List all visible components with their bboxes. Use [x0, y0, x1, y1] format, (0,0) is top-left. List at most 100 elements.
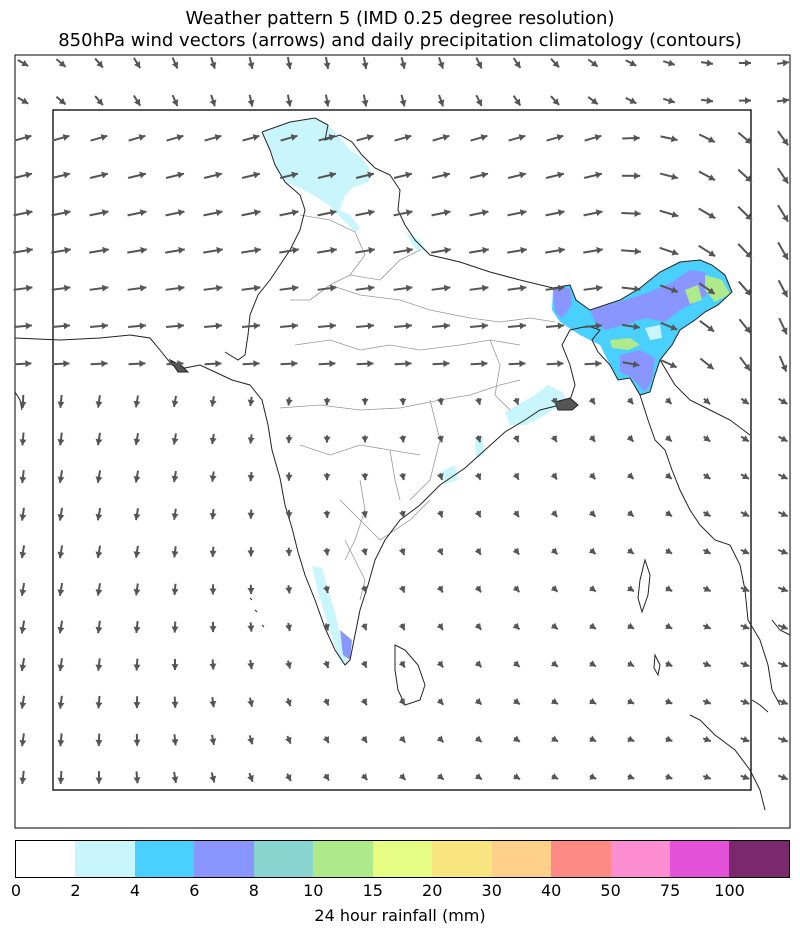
wind-arrow-head: [285, 512, 293, 519]
wind-arrow-head: [19, 664, 27, 672]
wind-arrow-head: [214, 134, 222, 141]
wind-arrow-head: [177, 360, 184, 368]
wind-arrow-head: [133, 588, 141, 596]
wind-arrow-head: [480, 134, 488, 141]
wind-arrow-head: [138, 134, 146, 141]
colorbar-tick-label: 0: [10, 881, 22, 900]
wind-arrow-head: [64, 246, 71, 254]
wind-arrow-head: [398, 698, 406, 706]
wind-arrow-head: [703, 510, 711, 517]
wind-arrow-head: [398, 773, 406, 780]
wind-arrow-head: [96, 60, 103, 68]
wind-arrow-head: [512, 585, 520, 593]
wind-arrow-head: [664, 434, 672, 442]
wind-arrow-head: [474, 735, 482, 743]
wind-arrow-head: [512, 397, 520, 405]
wind-arrow-head: [596, 246, 603, 254]
wind-arrow-head: [247, 550, 255, 557]
wind-arrow-head: [552, 60, 560, 68]
wind-arrow-head: [254, 246, 261, 254]
wind-arrow-head: [399, 99, 407, 107]
wind-arrow-head: [215, 322, 222, 330]
wind-arrow-head: [398, 510, 406, 518]
wind-arrow-head: [633, 285, 641, 293]
wind-arrow-head: [171, 776, 179, 783]
wind-arrow-head: [285, 436, 293, 444]
wind-arrow-head: [209, 775, 217, 783]
wind-arrow-head: [209, 475, 217, 482]
wind-arrow-head: [101, 322, 108, 330]
wind-arrow-head: [367, 209, 375, 217]
wind-arrow-head: [552, 98, 560, 105]
wind-arrow-head: [323, 511, 331, 518]
wind-arrow-head: [19, 476, 27, 484]
wind-arrow-head: [57, 514, 65, 521]
wind-arrow-head: [19, 401, 27, 408]
wind-arrow-head: [285, 661, 292, 669]
wind-arrow-head: [518, 134, 526, 141]
wind-arrow-head: [361, 99, 369, 107]
wind-arrow-head: [703, 735, 711, 743]
wind-arrow-head: [361, 511, 369, 518]
wind-arrow-head: [588, 585, 596, 592]
wind-arrow-head: [25, 284, 33, 292]
wind-arrow-head: [361, 548, 368, 556]
wind-arrow-head: [437, 99, 445, 107]
wind-arrow-head: [634, 210, 641, 218]
wind-arrow-head: [360, 660, 368, 668]
wind-arrow-head: [253, 360, 260, 368]
wind-arrow-head: [209, 700, 217, 708]
wind-arrow-head: [323, 548, 331, 556]
wind-arrow-head: [209, 437, 217, 445]
wind-arrow-head: [24, 134, 32, 141]
wind-arrow-head: [595, 322, 602, 330]
wind-arrow-head: [139, 322, 146, 330]
wind-arrow-head: [519, 171, 526, 179]
colorbar-tick-label: 100: [714, 881, 745, 900]
wind-arrow-head: [322, 736, 329, 744]
wind-arrow-head: [247, 587, 255, 595]
wind-arrow-head: [285, 399, 293, 406]
wind-arrow-head: [57, 664, 65, 671]
wind-arrow-head: [550, 397, 558, 405]
wind-arrow-head: [626, 397, 634, 405]
wind-arrow-head: [703, 698, 711, 705]
wind-arrow-head: [399, 62, 407, 69]
rainfall-colorbar: [15, 840, 790, 878]
state-borders: [279, 214, 556, 601]
wind-arrow-head: [436, 548, 444, 555]
wind-arrow-head: [405, 284, 413, 292]
colorbar-segment: [669, 841, 730, 877]
wind-arrow-head: [665, 735, 673, 743]
wind-arrow-head: [667, 59, 675, 67]
wind-arrow-head: [366, 134, 374, 141]
wind-arrow-head: [519, 209, 527, 217]
wind-arrow-head: [323, 586, 330, 593]
colorbar-segment: [194, 841, 254, 877]
wind-arrow-head: [328, 134, 336, 141]
wind-arrow-head: [780, 548, 788, 555]
wind-arrow-head: [367, 171, 374, 179]
wind-arrow-head: [171, 739, 179, 746]
wind-arrow-head: [512, 472, 519, 480]
wind-arrow-head: [436, 585, 443, 593]
wind-arrow-head: [133, 664, 141, 671]
wind-arrow-head: [133, 438, 141, 445]
wind-arrow-head: [665, 773, 673, 780]
colorbar-segment: [729, 841, 789, 877]
wind-arrow-head: [665, 509, 672, 517]
wind-arrow-head: [550, 547, 558, 555]
wind-arrow-head: [437, 61, 445, 69]
wind-arrow-head: [57, 401, 65, 408]
wind-arrow-head: [589, 660, 596, 667]
wind-arrow-head: [285, 549, 293, 556]
wind-arrow-head: [57, 551, 65, 559]
wind-arrow-head: [703, 623, 711, 630]
wind-arrow-head: [780, 435, 788, 442]
wind-arrow-head: [780, 698, 788, 706]
wind-arrow-head: [512, 697, 520, 705]
chart-title-line2: 850hPa wind vectors (arrows) and daily p…: [58, 30, 742, 51]
colorbar-segment: [16, 841, 76, 877]
colorbar-segment: [313, 841, 373, 877]
wind-arrow-head: [626, 509, 634, 517]
